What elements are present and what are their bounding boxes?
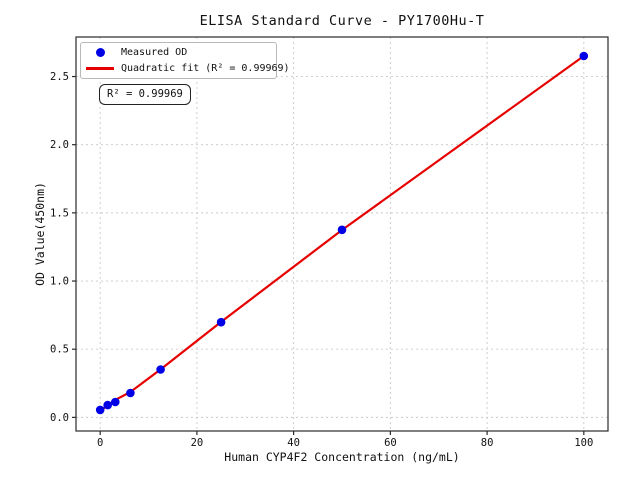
y-axis-label: OD Value(450nm) [33,182,47,286]
legend-label-measured-od: Measured OD [121,47,188,59]
x-tick-label: 20 [191,437,204,449]
x-tick-label: 100 [574,437,593,449]
tick-labels: 0 20 40 60 80 100 0.0 0.5 1.0 1.5 2.0 2.5 [50,71,593,449]
y-tick-label: 2.5 [50,71,69,83]
legend-label-quadratic-fit: Quadratic fit (R² = 0.99969) [121,62,290,74]
gridlines [76,37,608,431]
y-tick-label: 0.0 [50,412,69,424]
legend-line-marker-icon [86,66,114,70]
x-axis-label: Human CYP4F2 Concentration (ng/mL) [224,450,460,464]
legend-item-quadratic-fit: Quadratic fit (R² = 0.99969) [81,63,290,74]
x-tick-label: 80 [481,437,494,449]
axes [72,36,609,435]
chart-title: ELISA Standard Curve - PY1700Hu-T [199,13,485,29]
data-point [95,405,105,415]
legend-dot-marker-icon [95,48,105,58]
data-point [156,365,165,374]
x-tick-label: 60 [384,437,397,449]
axes-frame [75,36,609,432]
y-tick-label: 0.5 [50,344,69,356]
y-tick-label: 1.5 [50,207,69,219]
r-squared-annotation: R² = 0.99969 [99,84,191,105]
data-point [103,400,112,410]
data-point [579,51,589,61]
legend-item-measured-od: Measured OD [81,47,276,58]
data-series [95,51,589,415]
x-tick-label: 40 [287,437,300,449]
y-tick-label: 2.0 [50,139,69,151]
data-point [216,317,226,327]
data-point [337,225,347,235]
legend: Measured OD Quadratic fit (R² = 0.99969) [80,42,290,79]
data-point [111,397,120,407]
y-tick-label: 1.0 [50,276,69,288]
x-tick-label: 0 [97,437,103,449]
data-point [126,388,135,398]
